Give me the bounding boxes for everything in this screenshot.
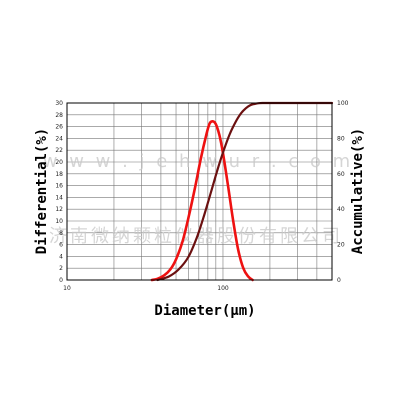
grid (66, 102, 333, 281)
y-left-tick-label: 26 (55, 124, 63, 131)
y-left-tick-label: 28 (55, 112, 63, 119)
y-right-tick-label: 100 (337, 100, 349, 107)
y-left-tick-label: 10 (55, 218, 63, 225)
plot-frame (66, 102, 333, 281)
y-left-tick-label: 12 (55, 206, 63, 213)
x-tick-label: 10 (63, 285, 71, 292)
series-group (150, 101, 334, 282)
tick-labels: 0246810121416182022242628300204060801001… (55, 100, 348, 292)
y-right-tick-label: 0 (337, 277, 341, 284)
y-left-tick-label: 14 (55, 194, 63, 201)
y-left-tick-label: 2 (59, 265, 63, 272)
watermark-url: w w w . j e h w u r . c o m (43, 151, 353, 172)
y-left-tick-label: 8 (59, 230, 63, 237)
y-axis-right-title: Accumulative(%) (350, 128, 366, 254)
y-left-tick-label: 22 (55, 147, 63, 154)
y-left-tick-label: 24 (55, 135, 63, 142)
y-right-tick-label: 40 (337, 206, 345, 213)
y-right-tick-label: 60 (337, 171, 345, 178)
series-differential-line (150, 119, 254, 282)
y-left-tick-label: 16 (55, 183, 63, 190)
y-right-tick-label: 80 (337, 135, 345, 142)
y-left-tick-label: 0 (59, 277, 63, 284)
y-axis-left-title: Differential(%) (34, 128, 50, 254)
y-left-tick-label: 4 (59, 253, 63, 260)
series-accumulative-line (156, 101, 334, 282)
y-left-tick-label: 30 (55, 100, 63, 107)
x-axis-title: Diameter(μm) (154, 303, 255, 319)
watermark-company: 济南微纳颗粒仪器股份有限公司 (49, 226, 343, 247)
y-left-tick-label: 18 (55, 171, 63, 178)
x-tick-label: 100 (217, 285, 229, 292)
y-left-tick-label: 20 (55, 159, 63, 166)
watermark: w w w . j e h w u r . c o m 济南微纳颗粒仪器股份有限… (43, 151, 353, 247)
y-right-tick-label: 20 (337, 242, 345, 249)
y-left-tick-label: 6 (59, 242, 63, 249)
